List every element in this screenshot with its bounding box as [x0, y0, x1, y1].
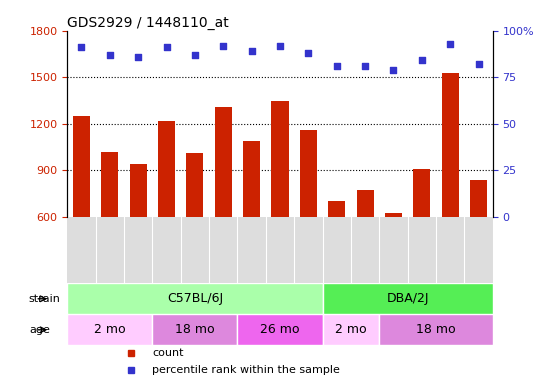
- Bar: [186, 153, 203, 310]
- Text: DBA/2J: DBA/2J: [386, 292, 429, 305]
- Bar: [470, 180, 487, 310]
- Text: 26 mo: 26 mo: [260, 323, 300, 336]
- Point: [304, 50, 313, 56]
- Bar: [152, 314, 237, 345]
- Point: [190, 52, 199, 58]
- Bar: [237, 314, 323, 345]
- Text: percentile rank within the sample: percentile rank within the sample: [152, 365, 340, 375]
- Bar: [243, 141, 260, 310]
- Bar: [129, 164, 147, 310]
- Text: age: age: [29, 325, 50, 335]
- Bar: [323, 283, 493, 314]
- Point: [247, 48, 256, 54]
- Text: 18 mo: 18 mo: [175, 323, 214, 336]
- Bar: [300, 130, 317, 310]
- Bar: [272, 101, 288, 310]
- Bar: [158, 121, 175, 310]
- Bar: [357, 190, 374, 310]
- Bar: [214, 107, 232, 310]
- Point: [134, 54, 143, 60]
- Text: 2 mo: 2 mo: [94, 323, 125, 336]
- Bar: [101, 152, 118, 310]
- Bar: [385, 213, 402, 310]
- Text: count: count: [152, 348, 184, 358]
- Point: [219, 43, 228, 49]
- Point: [162, 45, 171, 51]
- Text: 2 mo: 2 mo: [335, 323, 367, 336]
- Point: [332, 63, 341, 69]
- Point: [389, 67, 398, 73]
- Text: strain: strain: [29, 294, 61, 304]
- Bar: [73, 116, 90, 310]
- Text: GDS2929 / 1448110_at: GDS2929 / 1448110_at: [67, 16, 229, 30]
- Point: [276, 43, 284, 49]
- Text: 18 mo: 18 mo: [416, 323, 456, 336]
- Point: [361, 63, 370, 69]
- Point: [446, 41, 455, 47]
- Bar: [67, 283, 323, 314]
- Bar: [67, 314, 152, 345]
- Point: [474, 61, 483, 67]
- Point: [417, 58, 426, 64]
- Point: [105, 52, 114, 58]
- Text: C57BL/6J: C57BL/6J: [167, 292, 223, 305]
- Point: [77, 45, 86, 51]
- Bar: [442, 73, 459, 310]
- Bar: [323, 314, 379, 345]
- Bar: [413, 169, 431, 310]
- Bar: [328, 201, 346, 310]
- Bar: [379, 314, 493, 345]
